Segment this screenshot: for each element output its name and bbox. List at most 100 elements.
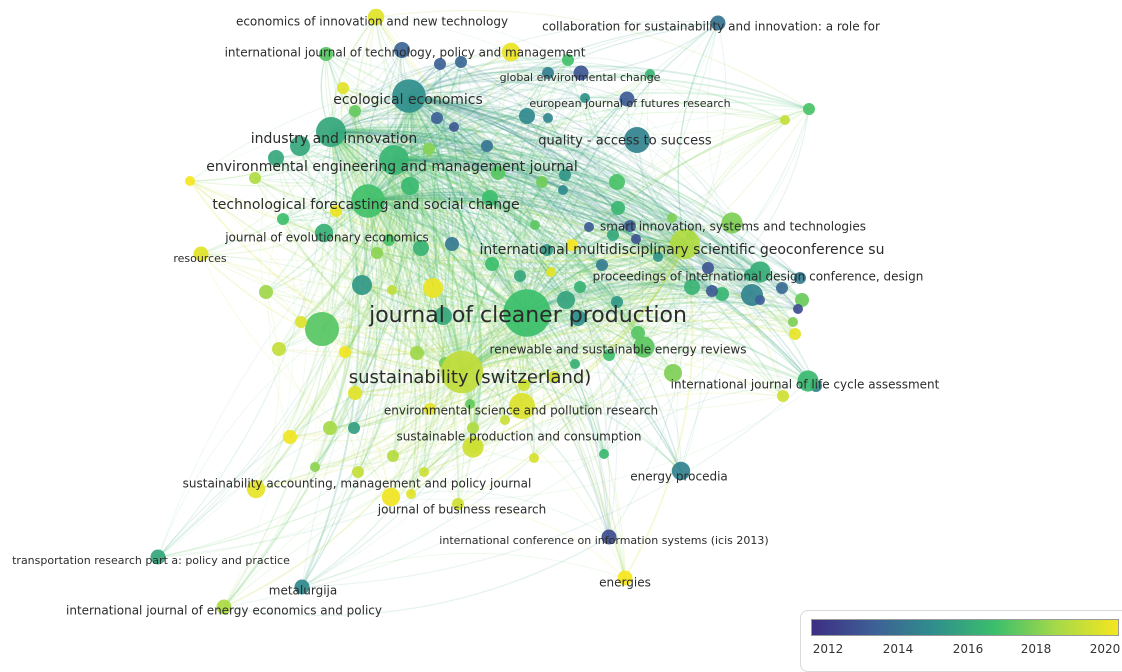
journal-label[interactable]: journal of cleaner production bbox=[368, 303, 687, 328]
journal-node[interactable] bbox=[619, 91, 635, 107]
journal-node[interactable] bbox=[609, 174, 625, 190]
journal-node[interactable] bbox=[514, 270, 526, 282]
journal-node[interactable] bbox=[519, 108, 535, 124]
journal-label[interactable]: collaboration for sustainability and inn… bbox=[542, 20, 880, 34]
journal-node[interactable] bbox=[150, 549, 166, 565]
journal-node[interactable] bbox=[574, 281, 586, 293]
journal-label[interactable]: ecological economics bbox=[333, 92, 483, 108]
journal-node[interactable] bbox=[348, 386, 362, 400]
journal-label[interactable]: energy procedia bbox=[630, 470, 728, 484]
journal-node[interactable] bbox=[392, 79, 426, 113]
journal-label[interactable]: sustainable production and consumption bbox=[397, 430, 642, 444]
journal-node[interactable] bbox=[431, 112, 443, 124]
journal-node[interactable] bbox=[387, 285, 397, 295]
journal-node[interactable] bbox=[624, 127, 650, 153]
journal-node[interactable] bbox=[702, 262, 714, 274]
journal-node[interactable] bbox=[546, 267, 556, 277]
journal-node[interactable] bbox=[536, 176, 548, 188]
journal-node[interactable] bbox=[596, 259, 608, 271]
journal-node[interactable] bbox=[570, 310, 586, 326]
journal-node[interactable] bbox=[337, 82, 349, 94]
journal-node[interactable] bbox=[755, 295, 765, 305]
journal-node[interactable] bbox=[383, 234, 395, 246]
journal-label[interactable]: international multidisciplinary scientif… bbox=[480, 242, 885, 258]
journal-node[interactable] bbox=[348, 422, 360, 434]
journal-node[interactable] bbox=[423, 143, 435, 155]
journal-node[interactable] bbox=[633, 336, 655, 358]
journal-node[interactable] bbox=[542, 67, 554, 79]
journal-node[interactable] bbox=[570, 359, 580, 369]
journal-label[interactable]: european journal of futures research bbox=[529, 97, 730, 110]
journal-label[interactable]: environmental science and pollution rese… bbox=[384, 404, 658, 418]
journal-node[interactable] bbox=[503, 289, 551, 337]
journal-label[interactable]: energies bbox=[599, 576, 651, 590]
journal-label[interactable]: sustainability (switzerland) bbox=[349, 367, 592, 388]
journal-node[interactable] bbox=[330, 205, 342, 217]
journal-node[interactable] bbox=[283, 430, 297, 444]
journal-node[interactable] bbox=[434, 307, 452, 325]
journal-node[interactable] bbox=[580, 93, 590, 103]
journal-node[interactable] bbox=[352, 275, 372, 295]
journal-node[interactable] bbox=[413, 240, 429, 256]
journal-node[interactable] bbox=[193, 246, 209, 262]
journal-node[interactable] bbox=[559, 169, 571, 181]
journal-node[interactable] bbox=[793, 304, 803, 314]
journal-node[interactable] bbox=[316, 117, 346, 147]
journal-node[interactable] bbox=[216, 599, 232, 615]
journal-node[interactable] bbox=[789, 328, 801, 340]
journal-node[interactable] bbox=[452, 498, 464, 510]
journal-node[interactable] bbox=[530, 220, 540, 230]
journal-label[interactable]: quality - access to success bbox=[538, 134, 712, 149]
journal-node[interactable] bbox=[423, 278, 443, 298]
journal-node[interactable] bbox=[631, 234, 641, 244]
journal-node[interactable] bbox=[749, 261, 771, 283]
journal-node[interactable] bbox=[323, 421, 337, 435]
journal-label[interactable]: renewable and sustainable energy reviews bbox=[490, 343, 747, 357]
journal-node[interactable] bbox=[367, 8, 385, 26]
journal-node[interactable] bbox=[259, 285, 273, 299]
journal-node[interactable] bbox=[710, 15, 726, 31]
journal-node[interactable] bbox=[573, 65, 589, 81]
journal-label[interactable]: international journal of energy economic… bbox=[66, 604, 382, 618]
journal-node[interactable] bbox=[449, 122, 459, 132]
journal-node[interactable] bbox=[624, 220, 636, 232]
journal-label[interactable]: global environmental change bbox=[500, 71, 661, 84]
journal-node[interactable] bbox=[501, 42, 521, 62]
journal-node[interactable] bbox=[440, 350, 484, 394]
journal-node[interactable] bbox=[611, 201, 625, 215]
journal-node[interactable] bbox=[295, 316, 307, 328]
journal-label[interactable]: proceedings of international design conf… bbox=[593, 270, 924, 284]
journal-node[interactable] bbox=[715, 287, 729, 301]
journal-label[interactable]: international conference on information … bbox=[439, 534, 768, 547]
journal-node[interactable] bbox=[246, 479, 266, 499]
journal-node[interactable] bbox=[603, 349, 615, 361]
journal-node[interactable] bbox=[410, 346, 424, 360]
journal-node[interactable] bbox=[780, 115, 790, 125]
journal-node[interactable] bbox=[611, 296, 623, 308]
journal-node[interactable] bbox=[485, 257, 499, 271]
journal-node[interactable] bbox=[543, 113, 553, 123]
journal-node[interactable] bbox=[445, 237, 459, 251]
journal-label[interactable]: international journal of life cycle asse… bbox=[671, 378, 940, 392]
journal-node[interactable] bbox=[558, 185, 568, 195]
journal-node[interactable] bbox=[795, 293, 809, 307]
journal-node[interactable] bbox=[529, 453, 539, 463]
journal-label[interactable]: journal of business research bbox=[377, 503, 547, 517]
journal-node[interactable] bbox=[290, 136, 310, 156]
journal-label[interactable]: resources bbox=[173, 252, 227, 265]
journal-node[interactable] bbox=[305, 312, 339, 346]
journal-node[interactable] bbox=[381, 487, 401, 507]
journal-node[interactable] bbox=[419, 467, 429, 477]
journal-node[interactable] bbox=[319, 47, 333, 61]
journal-label[interactable]: technological forecasting and social cha… bbox=[212, 197, 519, 213]
journal-node[interactable] bbox=[706, 285, 718, 297]
journal-node[interactable] bbox=[455, 56, 467, 68]
journal-node[interactable] bbox=[645, 69, 655, 79]
journal-node[interactable] bbox=[601, 529, 617, 545]
journal-node[interactable] bbox=[424, 403, 436, 415]
journal-node[interactable] bbox=[491, 166, 505, 180]
journal-node[interactable] bbox=[277, 213, 289, 225]
journal-label[interactable]: journal of evolutionary economics bbox=[224, 231, 429, 245]
journal-node[interactable] bbox=[481, 140, 493, 152]
journal-node[interactable] bbox=[465, 399, 475, 409]
